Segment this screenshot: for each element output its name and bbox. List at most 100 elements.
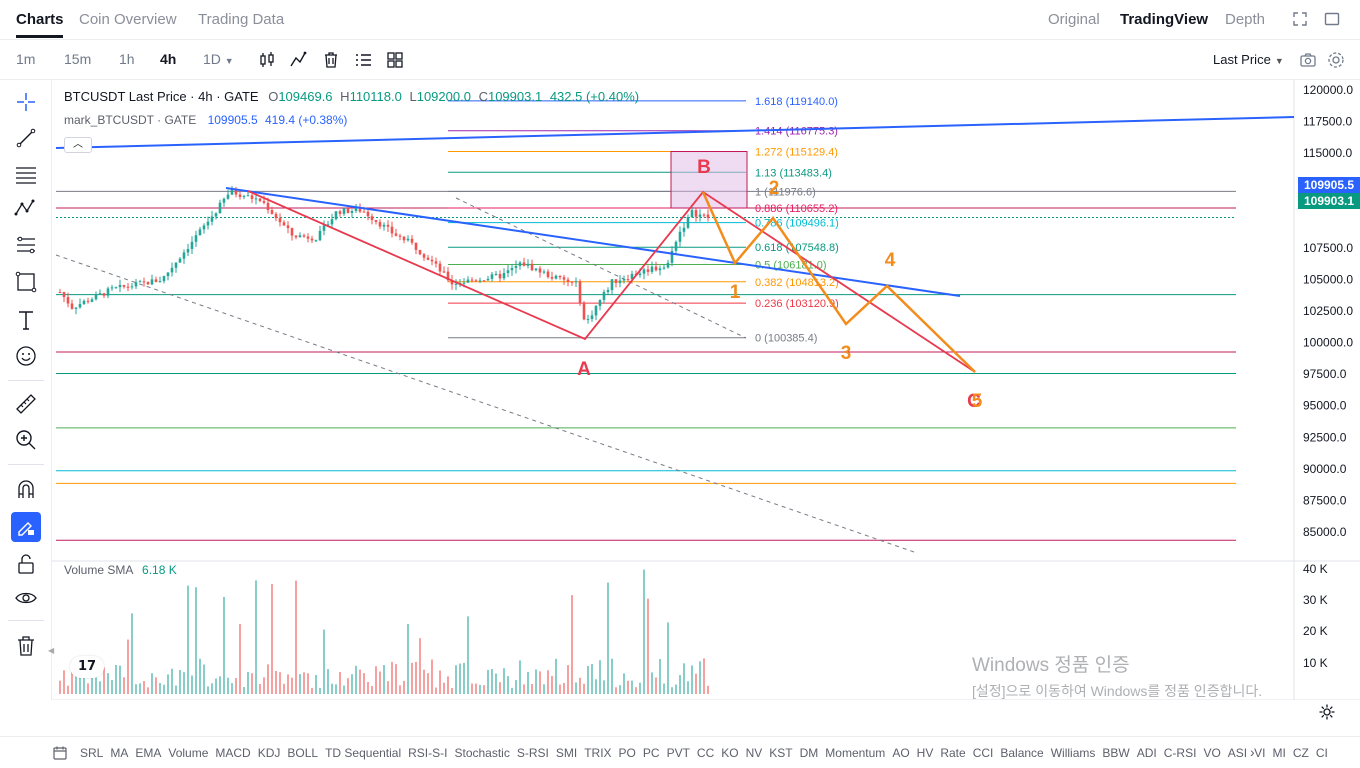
candle-body [174, 262, 178, 268]
indicator-item[interactable]: BBW [1102, 746, 1130, 760]
calendar-icon[interactable] [52, 745, 68, 761]
interval-4h[interactable]: 4h [160, 51, 177, 67]
keep-drawing-button[interactable] [11, 512, 41, 542]
chart-area[interactable]: 1.618 (119140.0) 1.414 (116775.3) 1.272 (1… [52, 80, 1360, 720]
indicator-item[interactable]: S-RSI [516, 746, 549, 760]
indicator-item[interactable]: TD Sequential [325, 746, 402, 760]
windows-activation-watermark: Windows 정품 인증 [설정]으로 이동하여 Windows를 정품 인증… [972, 650, 1262, 701]
indicator-item[interactable]: KDJ [257, 746, 281, 760]
interval-1m[interactable]: 1m [16, 51, 36, 67]
volume-bar [175, 685, 177, 694]
candle-body [326, 224, 330, 226]
tradingview-logo[interactable]: 17 [70, 656, 104, 678]
indicator-item[interactable]: CZ [1292, 746, 1309, 760]
volume-bar [211, 683, 213, 694]
collapse-legend-button[interactable]: ︿ [64, 137, 92, 153]
indicator-item[interactable]: SMI [555, 746, 578, 760]
candle-body [402, 236, 406, 241]
camera-icon[interactable] [1298, 50, 1318, 70]
chevron-right-icon[interactable]: › [1250, 744, 1255, 760]
text-icon[interactable] [14, 308, 38, 332]
fullscreen-icon[interactable] [1292, 11, 1308, 27]
indicators-icon[interactable] [289, 50, 309, 70]
delete-drawings-icon[interactable] [14, 634, 38, 658]
indicator-item[interactable]: PO [618, 746, 636, 760]
tab-coin-overview[interactable]: Coin Overview [79, 11, 177, 28]
candle-body [490, 274, 494, 279]
trash-icon[interactable] [321, 50, 341, 70]
indicator-item[interactable]: BOLL [287, 746, 319, 760]
toolbar-divider [8, 620, 44, 621]
magnet-icon[interactable] [14, 478, 38, 502]
candle-body [378, 221, 382, 227]
volume-bar [531, 683, 533, 694]
indicator-item[interactable]: MACD [215, 746, 251, 760]
candle-type-icon[interactable] [257, 50, 277, 70]
indicator-item[interactable]: Balance [1000, 746, 1044, 760]
indicator-item[interactable]: TRIX [584, 746, 612, 760]
indicator-item[interactable]: KO [721, 746, 739, 760]
crosshair-icon[interactable] [14, 90, 38, 114]
volume-bar [539, 671, 541, 694]
indicator-item[interactable]: MI [1272, 746, 1286, 760]
indicator-item[interactable]: Williams [1050, 746, 1096, 760]
indicator-item[interactable]: ASI [1227, 746, 1248, 760]
settings-icon[interactable] [1326, 50, 1346, 70]
indicator-item[interactable]: ADI [1136, 746, 1157, 760]
emoji-icon[interactable] [14, 344, 38, 368]
indicator-item[interactable]: Momentum [825, 746, 886, 760]
interval-15m[interactable]: 15m [64, 51, 92, 67]
collapse-toolbar-arrow[interactable]: ◀ [48, 646, 55, 655]
horizontal-lines-icon[interactable] [14, 162, 38, 186]
fib-tool-icon[interactable] [14, 234, 38, 258]
trendline-icon[interactable] [14, 126, 38, 150]
layout-grid-icon[interactable] [385, 50, 405, 70]
drawing-toolbar: ◀ [0, 80, 55, 700]
view-tradingview[interactable]: TradingView [1120, 11, 1209, 28]
pattern-icon[interactable] [14, 196, 38, 220]
view-depth[interactable]: Depth [1225, 11, 1266, 28]
view-original[interactable]: Original [1048, 11, 1100, 28]
lock-icon[interactable] [14, 552, 38, 576]
volume-bar [143, 681, 145, 694]
volume-bar [619, 685, 621, 694]
indicator-item[interactable]: C-RSI [1163, 746, 1197, 760]
price-source-select[interactable]: Last Price ▼ [1213, 52, 1284, 67]
list-icon[interactable] [353, 50, 373, 70]
window-icon[interactable] [1324, 11, 1340, 27]
tab-trading-data[interactable]: Trading Data [198, 11, 285, 28]
zoom-in-icon[interactable] [14, 428, 38, 452]
chart-settings-icon[interactable] [1318, 703, 1336, 721]
volume-bar [367, 681, 369, 694]
tab-charts[interactable]: Charts [16, 11, 64, 28]
indicator-item[interactable]: EMA [135, 746, 162, 760]
interval-1d[interactable]: 1D ▼ [203, 51, 234, 67]
indicator-item[interactable]: NV [745, 746, 763, 760]
candle-body [630, 273, 634, 280]
candle-body [246, 195, 250, 197]
indicator-item[interactable]: KST [769, 746, 793, 760]
indicator-item[interactable]: DM [799, 746, 819, 760]
indicator-item[interactable]: VI [1254, 746, 1266, 760]
interval-1h[interactable]: 1h [119, 51, 135, 67]
indicator-item[interactable]: AO [892, 746, 910, 760]
indicator-item[interactable]: Volume [168, 746, 209, 760]
ruler-icon[interactable] [14, 392, 38, 416]
eye-icon[interactable] [14, 586, 38, 610]
candle-body [330, 219, 334, 225]
indicator-item[interactable]: CC [696, 746, 715, 760]
indicator-item[interactable]: CCI [972, 746, 994, 760]
indicator-item[interactable]: PVT [666, 746, 690, 760]
indicator-item[interactable]: RSI-S-I [408, 746, 448, 760]
indicator-item[interactable]: Stochastic [454, 746, 510, 760]
price-chart-canvas[interactable]: 1.618 (119140.0) 1.414 (116775.3) 1.272 (1… [52, 80, 1360, 700]
rectangle-icon[interactable] [14, 270, 38, 294]
indicator-item[interactable]: MA [110, 746, 129, 760]
candle-body [414, 242, 418, 250]
indicator-item[interactable]: CI [1315, 746, 1328, 760]
indicator-item[interactable]: Rate [940, 746, 966, 760]
indicator-item[interactable]: VO [1203, 746, 1221, 760]
indicator-item[interactable]: PC [642, 746, 660, 760]
indicator-item[interactable]: HV [916, 746, 934, 760]
indicator-item[interactable]: SRL [80, 746, 104, 760]
